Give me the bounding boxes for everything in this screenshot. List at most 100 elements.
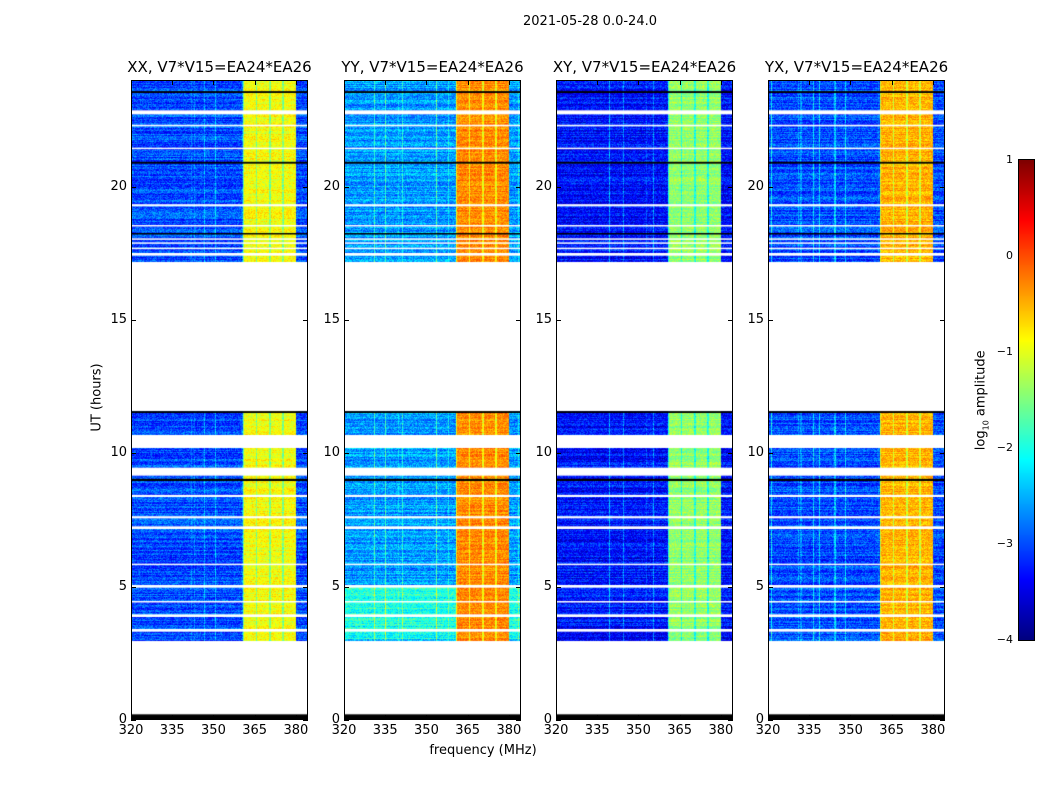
y-tick-right: [516, 320, 521, 321]
y-tick-right: [940, 320, 945, 321]
x-tick-top: [213, 80, 215, 85]
x-tick-top: [891, 80, 893, 85]
x-tick-top: [597, 80, 599, 85]
x-tick-label: 350: [414, 723, 439, 738]
spectrogram-heatmap: [132, 81, 307, 719]
x-tick-label: 320: [331, 723, 357, 738]
spectrogram-panel: [344, 80, 521, 720]
colorbar-tick-label: −2: [996, 441, 1013, 454]
x-tick-top: [426, 80, 428, 85]
x-tick-label: 335: [796, 723, 822, 738]
y-tick: [768, 186, 773, 188]
y-tick-right: [303, 720, 308, 721]
y-tick: [768, 720, 773, 721]
y-tick-label: 20: [747, 178, 764, 194]
y-tick-label: 15: [535, 312, 552, 327]
y-tick-right: [303, 320, 308, 321]
y-tick-right: [940, 453, 945, 455]
x-tick: [172, 715, 174, 720]
y-tick: [556, 186, 561, 188]
y-tick-right: [940, 186, 945, 188]
y-tick-label: 5: [331, 578, 340, 594]
spectrogram-panel: [131, 80, 308, 720]
y-tick-right: [516, 453, 521, 455]
x-tick: [385, 715, 387, 720]
x-tick-top: [508, 80, 510, 85]
x-tick: [254, 715, 256, 720]
y-tick-label: 5: [118, 578, 127, 594]
x-tick-label: 350: [201, 723, 226, 738]
x-tick-top: [172, 80, 174, 85]
colorbar-label-suffix: amplitude: [973, 350, 989, 421]
spectrogram-heatmap: [345, 81, 520, 719]
spectrogram-heatmap: [769, 81, 944, 719]
x-tick-label: 365: [455, 723, 481, 738]
y-tick-right: [728, 720, 733, 721]
x-tick-label: 365: [879, 723, 905, 738]
spectrogram-panel: [768, 80, 945, 720]
x-tick-top: [638, 80, 640, 85]
colorbar-gradient: [1019, 160, 1034, 640]
x-tick-label: 380: [496, 723, 522, 738]
x-tick-top: [254, 80, 256, 85]
y-tick-right: [303, 453, 308, 455]
x-tick: [467, 715, 469, 720]
y-tick-right: [303, 586, 308, 588]
x-tick-top: [467, 80, 469, 85]
x-tick: [720, 715, 722, 720]
x-tick-label: 380: [283, 723, 309, 738]
x-tick-label: 335: [372, 723, 398, 738]
colorbar-tick-label: −3: [996, 537, 1013, 550]
x-tick-top: [720, 80, 722, 85]
x-tick-label: 365: [242, 723, 268, 738]
y-tick: [768, 320, 773, 321]
x-tick-top: [932, 80, 934, 85]
y-tick-label: 20: [323, 178, 340, 194]
y-tick: [344, 453, 349, 455]
y-tick-label: 0: [118, 712, 127, 727]
x-tick: [213, 715, 215, 720]
y-tick-label: 20: [110, 178, 127, 194]
y-tick-label: 15: [747, 312, 764, 327]
y-tick-label: 15: [110, 312, 127, 327]
y-tick-right: [728, 320, 733, 321]
spectrogram-panel: [556, 80, 733, 720]
colorbar-tick-label: 0: [1006, 249, 1013, 262]
x-tick: [638, 715, 640, 720]
y-tick: [556, 453, 561, 455]
y-tick-right: [516, 186, 521, 188]
x-tick-top: [850, 80, 852, 85]
x-tick-label: 350: [838, 723, 863, 738]
x-tick: [932, 715, 934, 720]
y-tick-label: 15: [323, 312, 340, 327]
y-axis-label: UT (hours): [89, 363, 105, 432]
x-tick: [426, 715, 428, 720]
y-tick-label: 10: [110, 445, 127, 461]
x-tick-label: 380: [708, 723, 734, 738]
x-tick-label: 320: [755, 723, 781, 738]
x-tick: [768, 715, 769, 720]
y-tick-right: [728, 586, 733, 588]
x-tick: [131, 715, 132, 720]
colorbar-tick-label: 1: [1006, 153, 1013, 166]
x-tick: [295, 715, 297, 720]
y-tick-label: 10: [535, 445, 552, 461]
x-tick-label: 365: [667, 723, 693, 738]
x-tick-top: [344, 80, 345, 85]
y-tick-right: [728, 186, 733, 188]
x-tick-label: 320: [543, 723, 569, 738]
y-tick: [344, 720, 349, 721]
y-tick-label: 5: [543, 578, 552, 594]
x-tick: [508, 715, 510, 720]
panel-title: YY, V7*V15=EA24*EA26: [341, 58, 524, 76]
x-tick-label: 380: [920, 723, 946, 738]
y-tick-label: 5: [755, 578, 764, 594]
x-tick-top: [295, 80, 297, 85]
y-tick: [768, 586, 773, 588]
x-tick-top: [809, 80, 811, 85]
x-tick: [556, 715, 557, 720]
y-tick: [344, 586, 349, 588]
y-tick-label: 20: [535, 178, 552, 194]
x-tick: [679, 715, 681, 720]
panel-title: XX, V7*V15=EA24*EA26: [127, 58, 312, 76]
